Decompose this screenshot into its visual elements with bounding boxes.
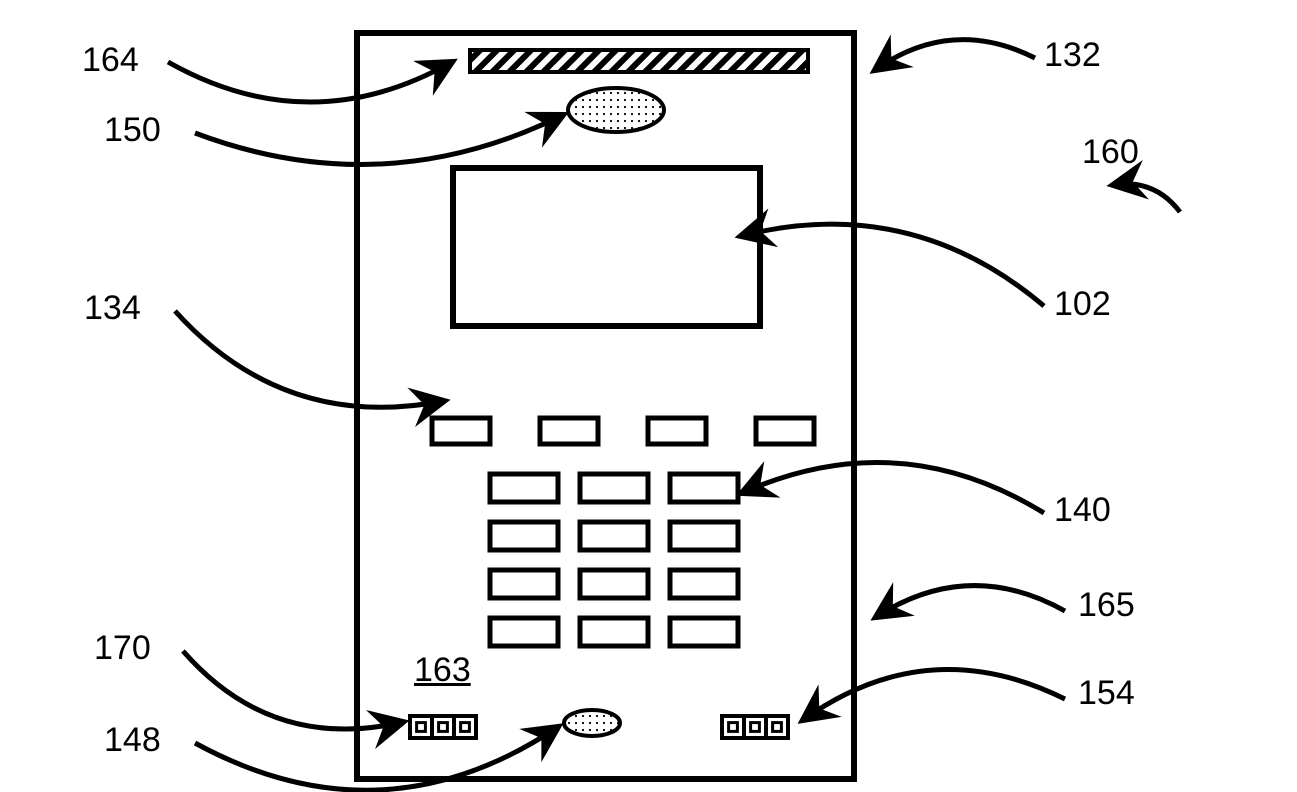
callout-132: 132: [1044, 36, 1101, 75]
callout-165: 165: [1078, 586, 1135, 625]
callout-160: 160: [1082, 133, 1139, 172]
callout-134: 134: [84, 289, 141, 328]
callout-163: 163: [414, 651, 471, 690]
callout-140: 140: [1054, 491, 1111, 530]
callout-102: 102: [1054, 285, 1111, 324]
callout-148: 148: [104, 721, 161, 760]
callout-170: 170: [94, 629, 151, 668]
callout-150: 150: [104, 111, 161, 150]
callout-154: 154: [1078, 674, 1135, 713]
callout-164: 164: [82, 41, 139, 80]
